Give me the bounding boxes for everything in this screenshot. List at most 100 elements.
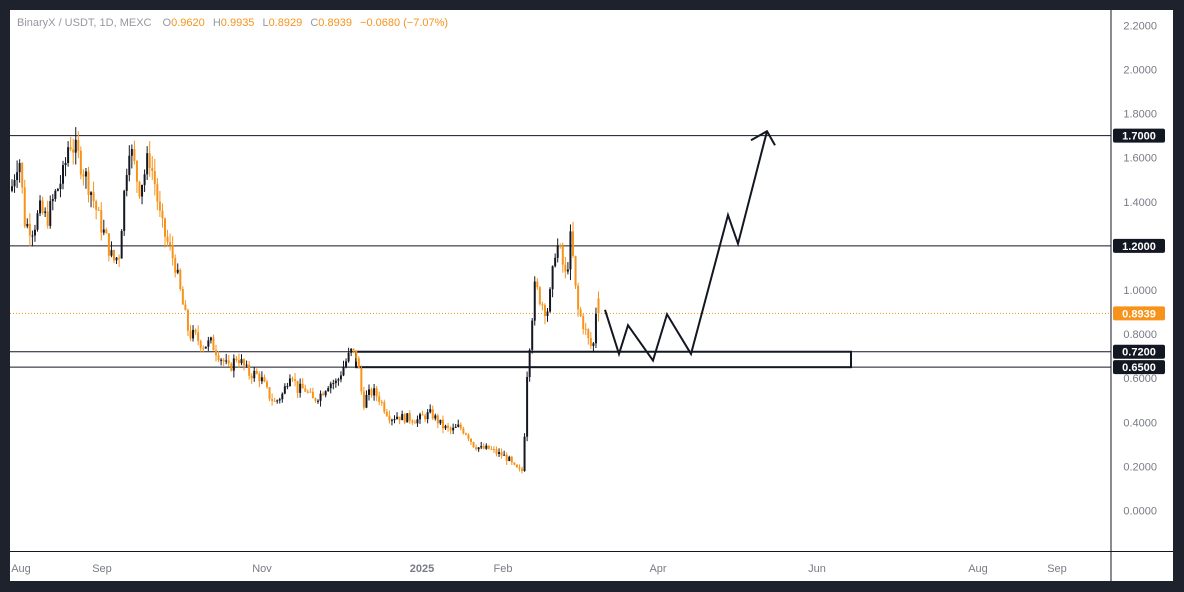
candle-body[interactable] xyxy=(597,298,600,314)
candle-body[interactable] xyxy=(424,415,427,420)
candle-body[interactable] xyxy=(500,452,503,456)
candle-body[interactable] xyxy=(97,209,100,211)
candle-body[interactable] xyxy=(355,350,358,359)
candle-body[interactable] xyxy=(352,348,355,351)
candle-body[interactable] xyxy=(141,184,144,197)
candle-body[interactable] xyxy=(31,235,34,237)
candle-body[interactable] xyxy=(18,163,21,173)
candle-body[interactable] xyxy=(594,313,597,344)
candle-body[interactable] xyxy=(498,452,501,454)
candle-body[interactable] xyxy=(485,445,488,449)
candle-body[interactable] xyxy=(380,401,383,403)
candle-body[interactable] xyxy=(113,250,115,261)
candle-body[interactable] xyxy=(311,391,314,399)
candle-body[interactable] xyxy=(276,400,279,402)
candle-body[interactable] xyxy=(357,358,360,368)
candle-body[interactable] xyxy=(538,287,541,305)
candle-body[interactable] xyxy=(120,230,123,259)
candle-body[interactable] xyxy=(347,352,350,362)
candle-body[interactable] xyxy=(388,415,391,421)
candle-body[interactable] xyxy=(536,281,539,288)
candle-body[interactable] xyxy=(408,413,411,421)
candle-body[interactable] xyxy=(401,414,404,421)
candle-body[interactable] xyxy=(556,245,559,258)
candle-body[interactable] xyxy=(227,360,230,364)
candle-body[interactable] xyxy=(508,456,511,461)
candle-body[interactable] xyxy=(115,257,118,261)
price-axis[interactable]: 2.2000 2.0000 1.8000 1.6000 1.4000 1.2000 1.00… xyxy=(1110,10,1165,581)
candle-body[interactable] xyxy=(403,414,406,423)
candle-body[interactable] xyxy=(225,360,228,362)
candle-body[interactable] xyxy=(579,309,582,316)
candle-body[interactable] xyxy=(462,428,465,434)
candle-body[interactable] xyxy=(69,147,72,150)
candle-body[interactable] xyxy=(107,233,110,256)
candle-body[interactable] xyxy=(309,391,312,393)
candle-body[interactable] xyxy=(217,355,220,361)
candle-body[interactable] xyxy=(554,257,557,267)
candle-body[interactable] xyxy=(515,464,518,468)
candle-body[interactable] xyxy=(324,391,327,396)
candle-body[interactable] xyxy=(503,454,506,456)
candle-body[interactable] xyxy=(288,378,291,387)
candle-body[interactable] xyxy=(158,201,161,211)
candle-body[interactable] xyxy=(342,366,345,376)
candle-body[interactable] xyxy=(209,337,212,341)
candle-body[interactable] xyxy=(304,388,307,392)
candle-body[interactable] xyxy=(574,255,577,286)
candle-body[interactable] xyxy=(299,383,302,393)
candle-body[interactable] xyxy=(235,358,238,361)
candle-body[interactable] xyxy=(467,434,470,439)
candle-body[interactable] xyxy=(135,160,138,182)
candle-body[interactable] xyxy=(260,377,263,382)
candle-body[interactable] xyxy=(11,186,13,191)
candle-body[interactable] xyxy=(92,192,95,202)
candle-body[interactable] xyxy=(186,310,189,331)
candle-body[interactable] xyxy=(513,462,516,465)
price-chart[interactable]: 2.2000 2.0000 1.8000 1.6000 1.4000 1.2000 1.00… xyxy=(10,10,1173,581)
candle-body[interactable] xyxy=(551,266,554,290)
candle-body[interactable] xyxy=(13,180,16,187)
candle-body[interactable] xyxy=(457,424,460,427)
candle-body[interactable] xyxy=(584,329,587,331)
candle-body[interactable] xyxy=(156,184,159,202)
candle-body[interactable] xyxy=(549,289,552,312)
candle-body[interactable] xyxy=(406,413,409,423)
candle-body[interactable] xyxy=(28,223,31,236)
candle-body[interactable] xyxy=(472,441,475,448)
candle-body[interactable] xyxy=(148,153,151,168)
candle-body[interactable] xyxy=(56,189,59,191)
candle-body[interactable] xyxy=(33,229,36,236)
candle-body[interactable] xyxy=(543,305,546,317)
candle-body[interactable] xyxy=(390,419,393,421)
candle-body[interactable] xyxy=(592,343,595,346)
candle-body[interactable] xyxy=(79,150,82,175)
candle-body[interactable] xyxy=(62,165,64,184)
candle-body[interactable] xyxy=(169,241,172,246)
candle-body[interactable] xyxy=(365,394,368,408)
candle-body[interactable] xyxy=(368,389,370,395)
candle-body[interactable] xyxy=(523,436,526,471)
candle-body[interactable] xyxy=(161,210,164,219)
candle-body[interactable] xyxy=(41,200,44,213)
candle-body[interactable] xyxy=(431,409,434,419)
candle-body[interactable] xyxy=(130,149,133,156)
candle-body[interactable] xyxy=(314,398,317,401)
candle-body[interactable] xyxy=(143,174,146,185)
candle-body[interactable] xyxy=(322,393,325,396)
candle-body[interactable] xyxy=(416,419,419,424)
candle-body[interactable] xyxy=(492,449,495,451)
candle-body[interactable] xyxy=(44,211,47,213)
candle-body[interactable] xyxy=(375,388,378,397)
candle-body[interactable] xyxy=(459,424,462,429)
candle-body[interactable] xyxy=(189,330,192,339)
candle-body[interactable] xyxy=(51,198,54,202)
candle-body[interactable] xyxy=(426,412,429,420)
candle-body[interactable] xyxy=(337,379,340,381)
candle-body[interactable] xyxy=(444,425,447,429)
candle-body[interactable] xyxy=(100,210,103,233)
candle-body[interactable] xyxy=(572,231,574,256)
candle-body[interactable] xyxy=(475,447,478,450)
candle-body[interactable] xyxy=(411,420,414,423)
candle-body[interactable] xyxy=(146,153,149,175)
